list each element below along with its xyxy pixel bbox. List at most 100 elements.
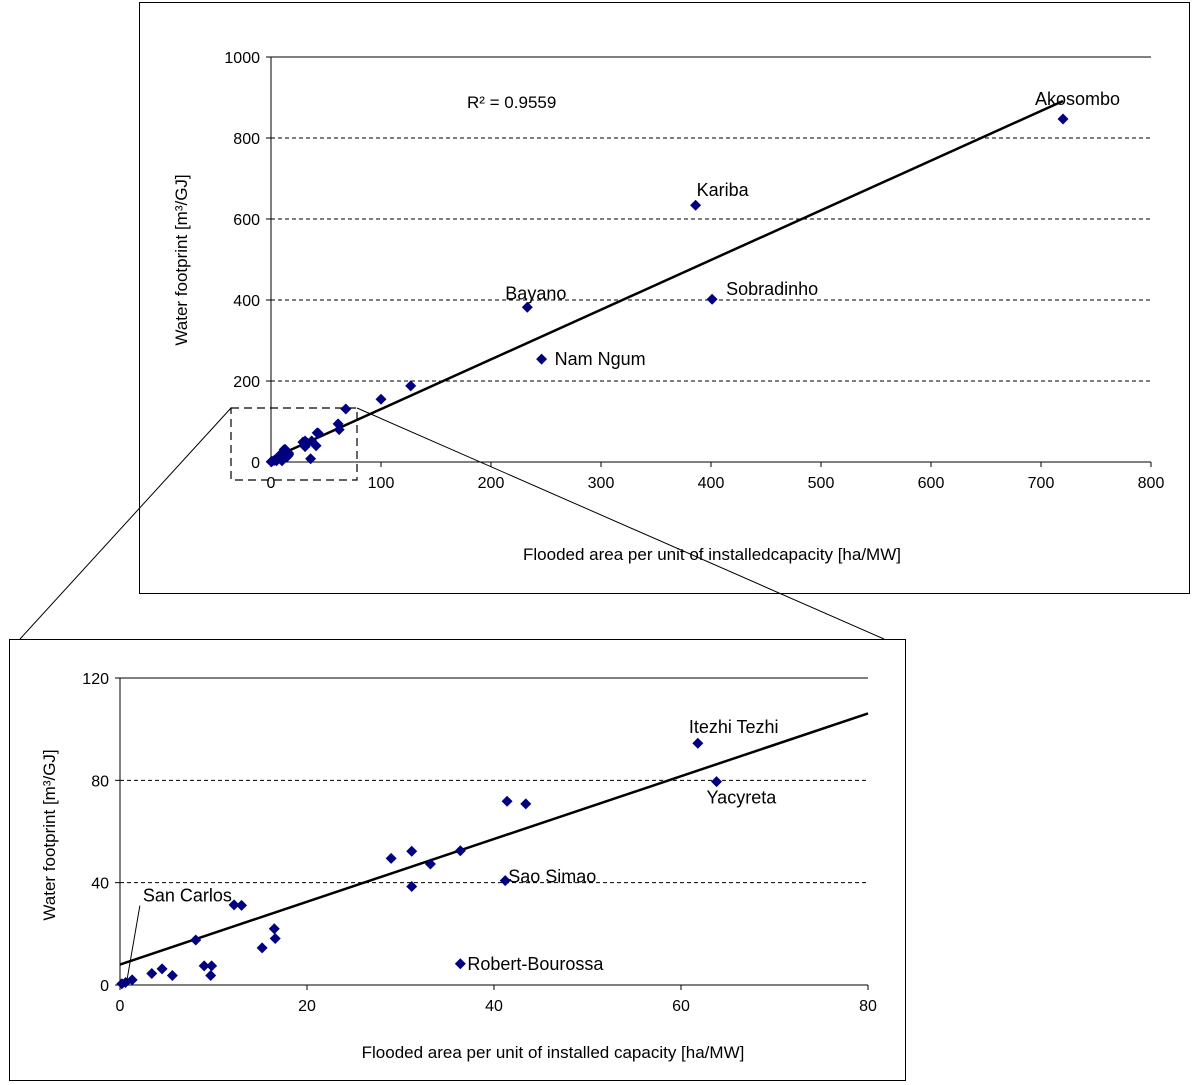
top-y-tick-label-1000: 1000 (224, 50, 260, 67)
bottom-point-16 (256, 942, 268, 954)
bottom-trendline (119, 712, 869, 966)
bottom-chart-frame (9, 639, 906, 1081)
bottom-point-6 (520, 798, 532, 810)
top-x-axis-label: Flooded area per unit of installedcapaci… (523, 545, 901, 564)
top-axes (266, 56, 1152, 467)
bottom-point-labels: Itezhi Tezhi Yacyreta Sao Simao Robert-Bour… (126, 717, 779, 981)
bottom-x-tick-label-0: 0 (116, 998, 125, 1015)
bottom-point-itezhi-tezhi (692, 737, 704, 749)
bottom-point-19 (206, 960, 218, 972)
top-point-7 (340, 403, 352, 415)
bottom-points (116, 737, 723, 990)
top-point-9 (333, 424, 345, 436)
top-scatter-chart: 0 100 200 300 400 500 600 700 800 0 200 400 600 800 10… (172, 50, 1164, 564)
bottom-point-10 (424, 858, 436, 870)
top-point-5 (405, 380, 417, 392)
top-x-tick-label-100: 100 (368, 475, 395, 492)
bottom-point-robert-bourossa (454, 958, 466, 970)
bottom-gridlines (120, 677, 868, 884)
zoom-connector-left (19, 407, 232, 640)
bottom-x-tick-label-80: 80 (859, 998, 877, 1015)
top-y-tick-label-0: 0 (251, 455, 260, 472)
bottom-point-20 (205, 970, 217, 982)
bottom-point-label-sao-simao: Sao Simao (508, 867, 596, 887)
zoom-connector-right (356, 407, 885, 640)
bottom-point-label-san-carlos: San Carlos (143, 886, 232, 906)
top-trendline-path (270, 99, 1064, 460)
top-x-tick-label-500: 500 (808, 475, 835, 492)
top-x-tick-label-300: 300 (588, 475, 615, 492)
bottom-y-tick-label-40: 40 (91, 876, 109, 893)
top-gridlines (271, 56, 1151, 382)
top-point-label-sobradinho: Sobradinho (726, 279, 818, 299)
bottom-point-17 (190, 934, 202, 946)
zoom-region-box (230, 407, 358, 481)
r-squared-annotation: R² = 0.9559 (467, 93, 556, 112)
bottom-axes (115, 677, 869, 990)
bottom-y-tick-label-80: 80 (91, 773, 109, 790)
top-point-label-akosombo: Akosombo (1035, 89, 1120, 109)
bottom-point-label-itezhi-tezhi: Itezhi Tezhi (689, 717, 779, 737)
bottom-point-label-robert-bourossa: Robert-Bourossa (467, 954, 604, 974)
bottom-point-5 (501, 795, 513, 807)
top-point-label-bayano: Bayano (505, 283, 566, 303)
top-x-tick-label-600: 600 (918, 475, 945, 492)
bottom-y-tick-label-120: 120 (82, 671, 109, 688)
bottom-point-25 (120, 976, 132, 988)
bottom-point-15 (269, 932, 281, 944)
bottom-point-yacyreta (711, 776, 723, 788)
bottom-scatter-chart: 0 20 40 60 80 0 40 80 120 Itezhi Tezhi Yacyreta Sa… (40, 671, 877, 1062)
top-point-14 (305, 453, 317, 465)
bottom-trendline-path (119, 712, 869, 966)
top-y-tick-label-400: 400 (233, 293, 260, 310)
top-x-tick-label-800: 800 (1138, 475, 1165, 492)
top-point-sobradinho (706, 293, 718, 305)
bottom-point-14 (268, 923, 280, 935)
bottom-tick-labels: 0 20 40 60 80 0 40 80 120 (82, 671, 877, 1015)
bottom-point-18 (198, 960, 210, 972)
bottom-point-leader-san-carlos (126, 905, 141, 981)
top-point-13 (310, 440, 322, 452)
top-y-axis-label: Water footprint [m³/GJ] (172, 174, 191, 345)
bottom-point-8 (406, 845, 418, 857)
top-trendline (270, 99, 1064, 460)
bottom-point-13 (236, 899, 248, 911)
top-points (265, 113, 1069, 468)
top-point-33 (265, 456, 277, 468)
top-point-bayano (521, 301, 533, 313)
bottom-x-tick-label-60: 60 (672, 998, 690, 1015)
bottom-point-7 (454, 845, 466, 857)
bottom-point-9 (385, 852, 397, 864)
bottom-point-23 (166, 970, 178, 982)
top-chart-frame (139, 2, 1190, 594)
bottom-x-tick-label-40: 40 (485, 998, 503, 1015)
bottom-point-label-yacyreta: Yacyreta (707, 788, 778, 808)
top-point-18 (299, 441, 311, 453)
bottom-point-11 (406, 881, 418, 893)
bottom-y-axis-label: Water footprint [m³/GJ] (40, 749, 59, 920)
top-y-tick-label-200: 200 (233, 374, 260, 391)
top-y-tick-label-600: 600 (233, 212, 260, 229)
top-point-11 (312, 427, 324, 439)
bottom-point-12 (228, 899, 240, 911)
top-point-6 (375, 393, 387, 405)
top-point-label-kariba: Kariba (697, 180, 750, 200)
top-point-labels: Akosombo Kariba Sobradinho Bayano Nam Ngum (505, 89, 1120, 369)
top-point-kariba (690, 199, 702, 211)
top-point-akosombo (1057, 113, 1069, 125)
top-point-nam-ngum (536, 353, 548, 365)
top-x-tick-label-700: 700 (1028, 475, 1055, 492)
bottom-point-21 (156, 963, 168, 975)
top-x-tick-label-200: 200 (478, 475, 505, 492)
bottom-y-tick-label-0: 0 (100, 978, 109, 995)
top-x-tick-label-0: 0 (267, 475, 276, 492)
top-point-label-nam-ngum: Nam Ngum (555, 349, 646, 369)
bottom-x-axis-label: Flooded area per unit of installed capac… (362, 1043, 745, 1062)
top-x-tick-label-400: 400 (698, 475, 725, 492)
bottom-x-tick-label-20: 20 (298, 998, 316, 1015)
top-y-tick-label-800: 800 (233, 131, 260, 148)
bottom-point-sao-simao (499, 875, 511, 887)
top-tick-labels: 0 100 200 300 400 500 600 700 800 0 200 400 600 800 10… (224, 50, 1164, 492)
bottom-point-22 (146, 967, 158, 979)
